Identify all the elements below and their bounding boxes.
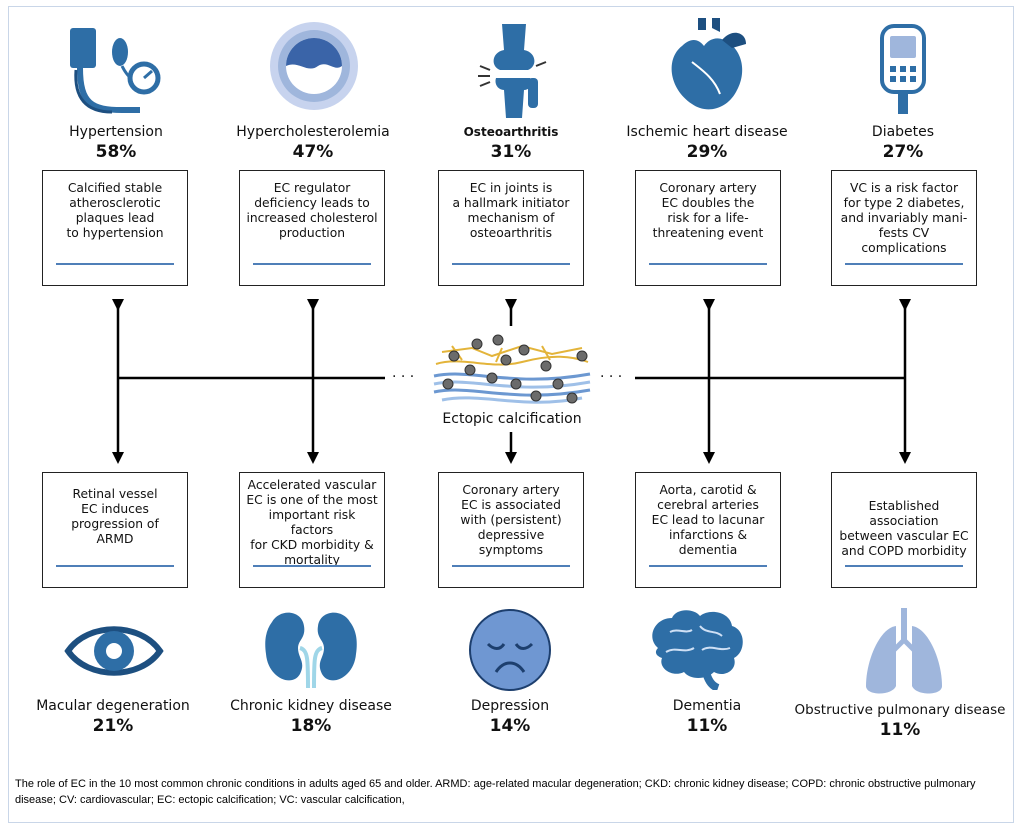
- box-obstructive-pulmonary-disease: Established association between vascular …: [831, 472, 977, 588]
- box-text: Calcified stable atherosclerotic plaques l…: [66, 181, 164, 240]
- figure-caption: The role of EC in the 10 most common chr…: [15, 778, 976, 806]
- ellipsis-left: · · ·: [392, 369, 415, 385]
- box-text: Aorta, carotid & cerebral arteries EC lead…: [651, 483, 765, 557]
- kidney-icon: [265, 612, 357, 688]
- condition-percent: 11%: [686, 716, 728, 736]
- ectopic-calcification-icon: [433, 334, 591, 404]
- ellipsis-right: · · ·: [600, 369, 623, 385]
- condition-obstructive-pulmonary-disease: Obstructive pulmonary disease 11%: [782, 702, 1018, 740]
- figure-frame: [8, 6, 1014, 823]
- brain-icon: [652, 610, 743, 690]
- box-underline: [845, 565, 963, 567]
- condition-percent: 21%: [92, 716, 134, 736]
- ectopic-calcification-label: Ectopic calcification: [442, 411, 582, 427]
- glucose-meter-icon: [880, 24, 926, 114]
- box-underline: [452, 565, 570, 567]
- box-text: Coronary artery EC is associated with (per…: [460, 483, 562, 557]
- condition-name: Depression: [470, 698, 550, 714]
- condition-osteoarthritis: Osteoarthritis 31%: [413, 124, 609, 162]
- box-underline: [452, 263, 570, 265]
- condition-diabetes: Diabetes 27%: [805, 124, 1001, 162]
- box-underline: [56, 565, 174, 567]
- box-hypercholesterolemia: EC regulator deficiency leads to increased…: [239, 170, 385, 286]
- condition-percent: 11%: [879, 720, 921, 740]
- box-text: Coronary artery EC doubles the risk for a …: [652, 181, 764, 240]
- box-underline: [253, 565, 371, 567]
- box-text: Retinal vessel EC induces progression of AR…: [71, 487, 159, 546]
- condition-percent: 18%: [290, 716, 332, 736]
- box-text: EC regulator deficiency leads to increased…: [246, 181, 378, 240]
- box-dementia: Aorta, carotid & cerebral arteries EC lead…: [635, 472, 781, 588]
- sad-face-icon: [469, 609, 551, 691]
- box-hypertension: Calcified stable atherosclerotic plaques l…: [42, 170, 188, 286]
- box-text: VC is a risk factor for type 2 diabetes, a…: [840, 181, 968, 255]
- box-chronic-kidney-disease: Accelerated vascular EC is one of the mos…: [239, 472, 385, 588]
- cholesterol-vessel-icon: [270, 22, 358, 110]
- condition-name: Osteoarthritis: [463, 125, 559, 139]
- box-underline: [845, 263, 963, 265]
- box-text: Accelerated vascular EC is one of the mos…: [246, 478, 378, 567]
- condition-name: Macular degeneration: [36, 698, 190, 714]
- condition-percent: 47%: [292, 142, 334, 162]
- box-depression: Coronary artery EC is associated with (per…: [438, 472, 584, 588]
- condition-percent: 29%: [686, 142, 728, 162]
- condition-hypercholesterolemia: Hypercholesterolemia 47%: [215, 124, 411, 162]
- box-text: Established association between vascular …: [839, 499, 969, 558]
- box-diabetes: VC is a risk factor for type 2 diabetes, a…: [831, 170, 977, 286]
- condition-name: Diabetes: [871, 124, 935, 140]
- condition-percent: 58%: [95, 142, 137, 162]
- box-underline: [649, 565, 767, 567]
- condition-hypertension: Hypertension 58%: [18, 124, 214, 162]
- condition-name: Hypertension: [69, 124, 163, 140]
- lungs-icon: [866, 608, 942, 694]
- box-osteoarthritis: EC in joints is a hallmark initiator mecha…: [438, 170, 584, 286]
- condition-depression: Depression 14%: [412, 698, 608, 736]
- eye-icon: [64, 626, 164, 676]
- box-underline: [649, 263, 767, 265]
- heart-icon: [671, 18, 746, 110]
- condition-percent: 31%: [490, 142, 532, 162]
- condition-ischemic-heart-disease: Ischemic heart disease 29%: [609, 124, 805, 162]
- blood-pressure-icon: [70, 28, 161, 114]
- box-macular-degeneration: Retinal vessel EC induces progression of AR…: [42, 472, 188, 588]
- box-text: EC in joints is a hallmark initiator mecha…: [452, 181, 570, 240]
- box-ischemic-heart-disease: Coronary artery EC doubles the risk for a …: [635, 170, 781, 286]
- condition-name: Dementia: [672, 698, 742, 714]
- knee-joint-icon: [478, 24, 547, 118]
- condition-dementia: Dementia 11%: [609, 698, 805, 736]
- condition-chronic-kidney-disease: Chronic kidney disease 18%: [213, 698, 409, 736]
- condition-name: Obstructive pulmonary disease: [794, 702, 1006, 718]
- condition-percent: 27%: [882, 142, 924, 162]
- condition-percent: 14%: [489, 716, 531, 736]
- condition-name: Chronic kidney disease: [230, 698, 392, 714]
- condition-name: Ischemic heart disease: [626, 124, 788, 140]
- box-underline: [253, 263, 371, 265]
- condition-name: Hypercholesterolemia: [236, 124, 390, 140]
- box-underline: [56, 263, 174, 265]
- condition-macular-degeneration: Macular degeneration 21%: [15, 698, 211, 736]
